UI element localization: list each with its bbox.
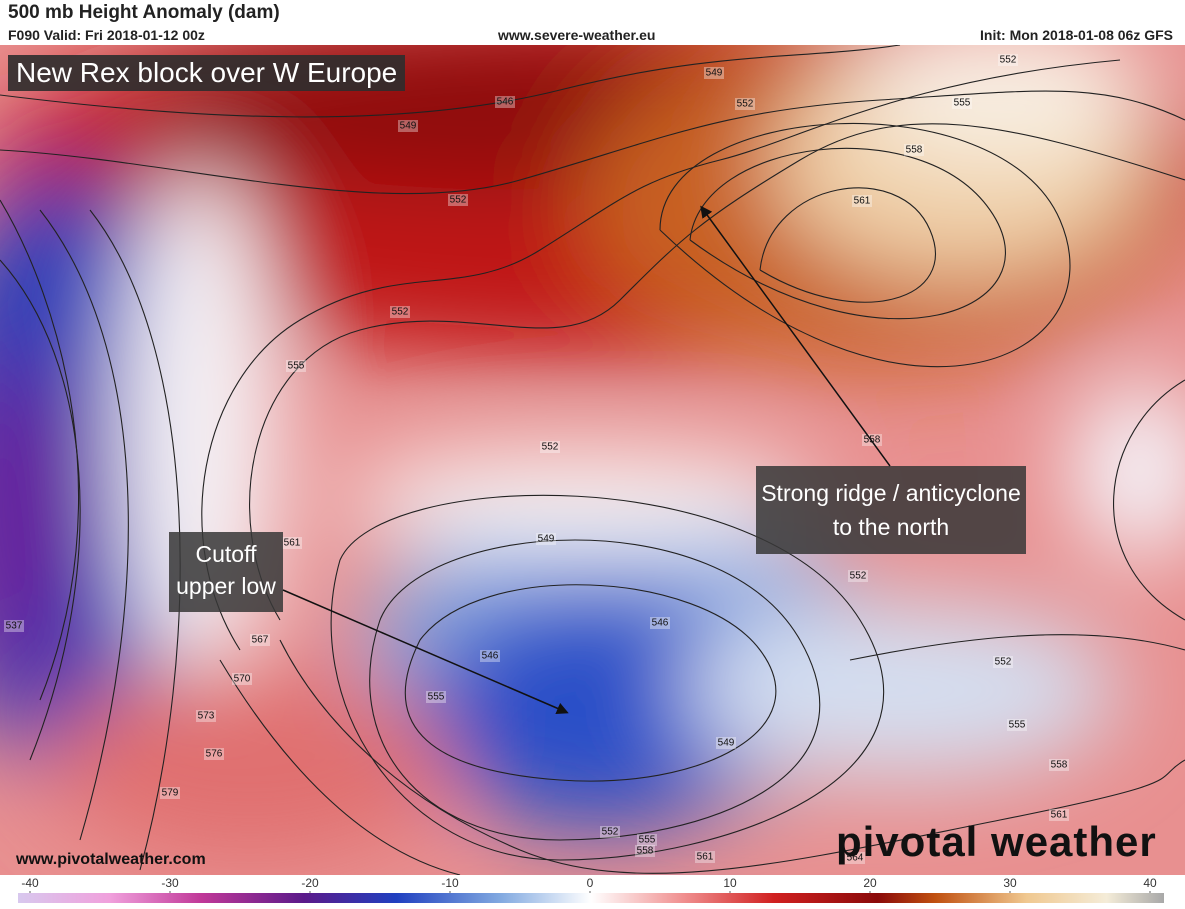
contour-label: 552 [602,827,619,838]
contour-label: 549 [706,68,723,79]
contour-label-bg [448,194,468,206]
colorbar-tick-label: 10 [723,876,737,890]
colorbar-tick-label: -30 [161,876,179,890]
contour-label-bg [904,144,924,156]
brand: pivotal weather [836,818,1157,865]
colorbar-tick-label: 30 [1003,876,1017,890]
contour-label: 552 [737,99,754,110]
contour-label: 552 [850,571,867,582]
contour-label: 558 [906,145,923,156]
contour-label: 558 [1051,760,1068,771]
contour-label-bg [845,852,865,864]
valid-time: F090 Valid: Fri 2018-01-12 00z [8,27,205,43]
colorbar-tick-label: 20 [863,876,877,890]
contour-label-bg [1049,809,1069,821]
contour-label: 561 [697,852,714,863]
contour-labels: 5495465525495525525555585615525555525585… [4,54,1069,864]
contour-label-bg [952,97,972,109]
contour-label: 552 [995,657,1012,668]
colorbar-ramp [18,893,1164,903]
contour-label-bg [1049,759,1069,771]
contour-label-bg [600,826,620,838]
contour-label: 561 [854,196,871,207]
colorbar-tick-label: -20 [301,876,319,890]
annotation: Strong ridge / anticyclone to the north [756,466,1026,554]
contour-label-bg [848,570,868,582]
annotation-line: upper low [176,573,276,599]
colorbar-tick-label: -10 [441,876,459,890]
contour-label-bg [4,620,24,632]
contour-label-bg [540,441,560,453]
contour-label-bg [398,120,418,132]
colorbar-tick-label: -40 [21,876,39,890]
contour-label: 558 [864,435,881,446]
contour-label-bg [495,96,515,108]
contour-label: 555 [288,361,305,372]
contour-label-bg [1007,719,1027,731]
contour-label: 552 [392,307,409,318]
contour-label-bg [250,634,270,646]
contour-label-bg [852,195,872,207]
annotation-line: Cutoff [195,541,257,567]
contour-label: 579 [162,788,179,799]
contour-label: 570 [234,674,251,685]
contour-label: 567 [252,635,269,646]
contour-label-bg [998,54,1018,66]
annotation: Cutoff upper low [169,532,283,612]
contour-label: 549 [718,738,735,749]
contour-label: 555 [1009,720,1026,731]
contour-label-bg [993,656,1013,668]
contour-label-bg [232,673,252,685]
contour-label-bg [282,537,302,549]
headline: New Rex block over W Europe [8,55,406,91]
contour-label-bg [735,98,755,110]
contour-label-bg [695,851,715,863]
contour-label: 546 [652,618,669,629]
contour-label-bg [650,617,670,629]
contour-label: 549 [400,121,417,132]
contour-label-bg [160,787,180,799]
colorbar-tick-label: 0 [587,876,594,890]
contour-label: 555 [954,98,971,109]
title: 500 mb Height Anomaly (dam) [8,2,280,23]
init-time: Init: Mon 2018-01-08 06z GFS [980,27,1173,43]
website: www.pivotalweather.com [16,851,206,868]
colorbar: -40 -30 -20 -10 0 10 20 30 40 [18,876,1164,903]
contour-label: 537 [6,621,23,632]
contour-label: 573 [198,711,215,722]
annotation-line: Strong ridge / anticyclone [761,480,1021,506]
contour-label: 561 [1051,810,1068,821]
contour-label-bg [635,845,655,857]
contour-label: 558 [637,846,654,857]
contour-label-bg [390,306,410,318]
contour-label-bg [204,748,224,760]
contour-label: 552 [450,195,467,206]
contour-label: 552 [542,442,559,453]
contour-label: 555 [428,692,445,703]
contour-label: 561 [284,538,301,549]
contour-label: 552 [1000,55,1017,66]
contour-label: 564 [847,853,864,864]
source: www.severe-weather.eu [498,27,656,43]
contour-label-bg [704,67,724,79]
colorbar-tick-label: 40 [1143,876,1157,890]
anomaly-field [0,45,1185,875]
contour-label: 546 [482,651,499,662]
contour-label: 555 [639,835,656,846]
contour-label-bg [716,737,736,749]
contour-label-bg [196,710,216,722]
contour-label-bg [536,533,556,545]
contour-label-bg [637,834,657,846]
contour-label-bg [286,360,306,372]
annotation-line: to the north [832,514,950,540]
contour-label: 546 [497,97,514,108]
contour-label: 576 [206,749,223,760]
contour-label: 549 [538,534,555,545]
